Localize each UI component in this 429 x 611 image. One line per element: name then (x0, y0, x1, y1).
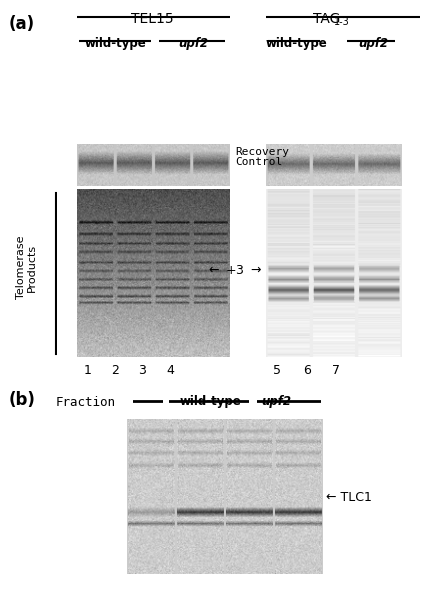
Text: wild-type: wild-type (265, 37, 327, 49)
Text: Control: Control (235, 157, 282, 167)
Text: upf2: upf2 (262, 395, 292, 408)
Text: 2: 2 (111, 364, 119, 376)
Text: $\leftarrow$ +3 $\rightarrow$: $\leftarrow$ +3 $\rightarrow$ (206, 263, 262, 277)
Text: Fraction: Fraction (56, 396, 116, 409)
Text: 5: 5 (273, 364, 281, 376)
Text: (b): (b) (9, 391, 36, 409)
Text: upf2: upf2 (178, 37, 208, 49)
Text: TEL15: TEL15 (131, 12, 174, 26)
Text: (a): (a) (9, 15, 35, 33)
Text: TAG: TAG (313, 12, 341, 26)
Text: wild-type: wild-type (85, 37, 147, 49)
Text: Products: Products (27, 244, 37, 291)
Text: -: - (147, 395, 151, 408)
Text: ← TLC1: ← TLC1 (326, 491, 372, 505)
Text: 1-3: 1-3 (334, 17, 350, 27)
Text: 4: 4 (166, 364, 174, 376)
Text: 1: 1 (84, 364, 92, 376)
Text: 6: 6 (303, 364, 311, 376)
Text: wild-type: wild-type (179, 395, 241, 408)
Text: Recovery: Recovery (235, 147, 289, 156)
Text: upf2: upf2 (358, 37, 388, 49)
Text: Telomerase: Telomerase (15, 236, 26, 299)
Text: 3: 3 (139, 364, 146, 376)
Text: 7: 7 (332, 364, 340, 376)
